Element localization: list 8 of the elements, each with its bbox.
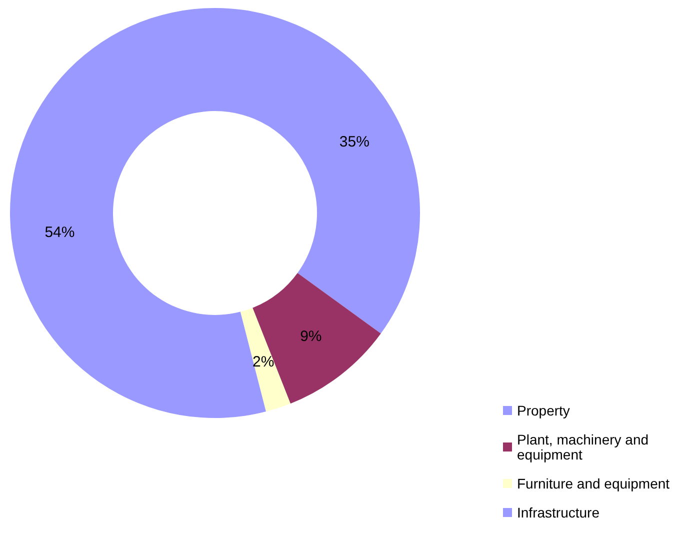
data-label: 54% [44, 224, 75, 242]
legend-label: Plant, machinery and equipment [517, 432, 652, 462]
data-label: 35% [339, 133, 370, 150]
data-label: 2% [252, 353, 274, 370]
legend-label: Infrastructure [517, 504, 600, 520]
data-label: 9% [300, 328, 322, 346]
legend-label: Property [517, 402, 570, 418]
legend-label: Furniture and equipment [517, 476, 670, 492]
